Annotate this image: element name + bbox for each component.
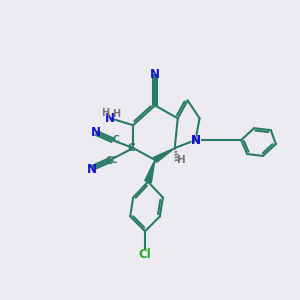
Text: C: C — [112, 135, 119, 144]
Text: N: N — [189, 133, 202, 148]
Text: H: H — [112, 109, 120, 119]
Text: N: N — [105, 112, 116, 125]
Polygon shape — [153, 148, 175, 163]
Text: N: N — [86, 163, 97, 176]
Text: Cl: Cl — [139, 248, 152, 260]
Polygon shape — [145, 160, 155, 183]
Text: N: N — [190, 134, 201, 147]
Text: N: N — [190, 134, 201, 147]
Text: C: C — [110, 156, 117, 165]
Text: C: C — [106, 156, 113, 166]
Text: H: H — [101, 108, 110, 118]
Text: N: N — [150, 68, 160, 81]
Text: H: H — [177, 155, 186, 165]
Text: C: C — [128, 143, 135, 153]
Text: N: N — [91, 126, 100, 139]
